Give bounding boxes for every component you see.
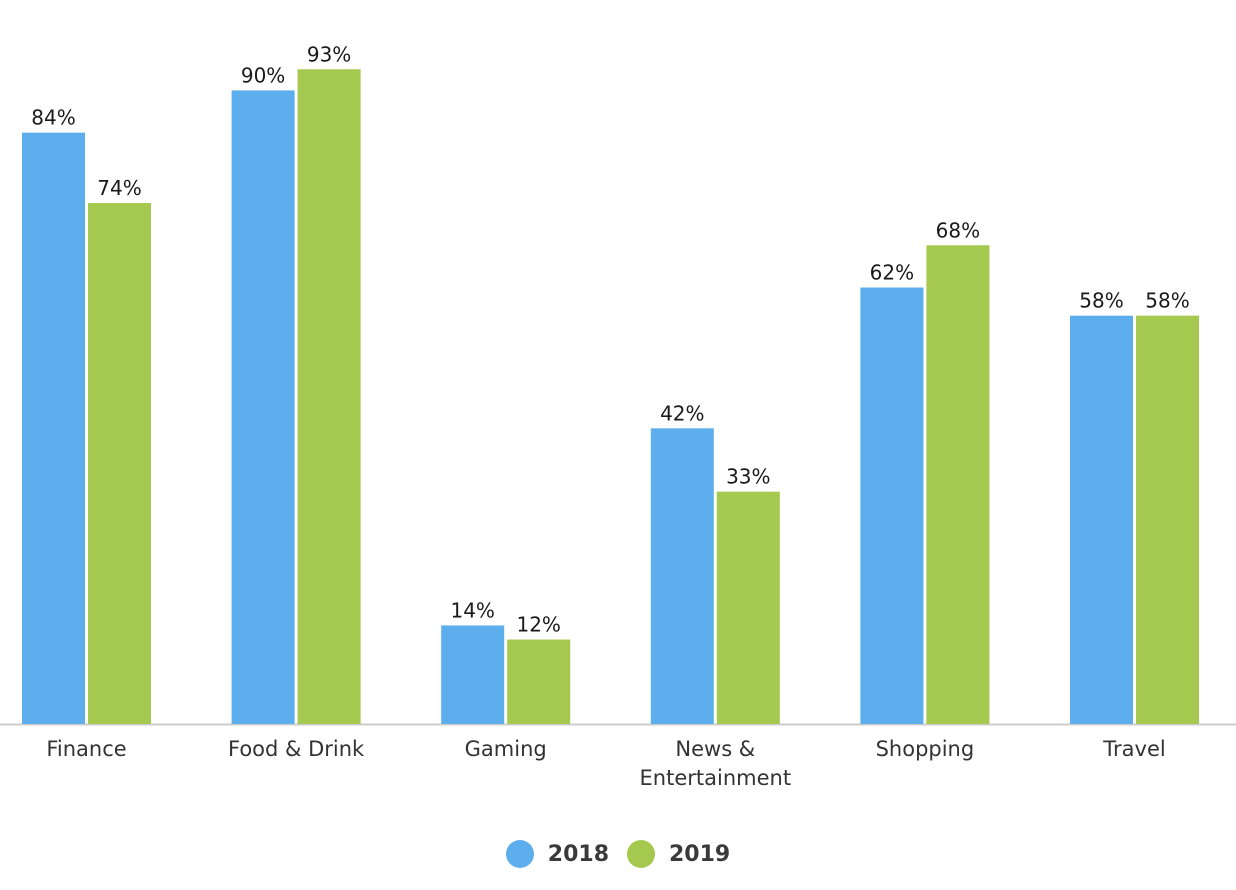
bar-food-and-drink-2019 (297, 69, 361, 724)
bar-food-and-drink-2018 (231, 90, 295, 724)
category-label-gaming: Gaming (465, 737, 547, 761)
data-label-travel-2018: 58% (1079, 289, 1123, 313)
data-label-finance-2019: 74% (97, 176, 141, 200)
bar-travel-2018 (1070, 315, 1133, 724)
category-label-finance: Finance (46, 737, 126, 761)
data-label-food-and-drink-2019: 93% (307, 42, 351, 66)
bar-travel-2019 (1136, 315, 1199, 724)
data-label-travel-2019: 58% (1145, 289, 1189, 313)
bar-gaming-2018 (441, 625, 505, 724)
category-label-food-and-drink: Food & Drink (228, 737, 365, 761)
data-label-gaming-2018: 14% (450, 598, 494, 622)
bar-shopping-2018 (860, 287, 924, 724)
data-label-gaming-2019: 12% (516, 613, 560, 637)
bar-news-and-entertainment-2018 (650, 428, 714, 724)
data-label-finance-2018: 84% (31, 106, 75, 130)
legend-label-2018: 2018 (547, 841, 609, 867)
legend-label-2019: 2019 (669, 841, 731, 867)
legend-swatch-2018 (505, 840, 534, 868)
data-label-news-and-entertainment-2018: 42% (660, 401, 704, 425)
legend-swatch-2019 (627, 840, 655, 868)
bar-shopping-2019 (926, 245, 990, 724)
legend-item-2019: 2019 (627, 840, 730, 868)
bar-gaming-2019 (507, 639, 571, 724)
legend: 2018 2019 (0, 834, 1236, 874)
category-label-travel: Travel (1102, 737, 1165, 761)
data-label-news-and-entertainment-2019: 33% (726, 465, 770, 489)
data-label-shopping-2018: 62% (870, 261, 914, 285)
bar-finance-2018 (22, 132, 85, 724)
data-label-food-and-drink-2018: 90% (241, 63, 285, 87)
bar-finance-2019 (88, 203, 151, 725)
bar-news-and-entertainment-2019 (716, 491, 780, 724)
legend-item-2018: 2018 (505, 840, 609, 868)
data-label-shopping-2019: 68% (936, 218, 980, 242)
category-label-news-and-entertainment: News & Entertainment (640, 737, 792, 790)
category-label-shopping: Shopping (876, 737, 975, 761)
